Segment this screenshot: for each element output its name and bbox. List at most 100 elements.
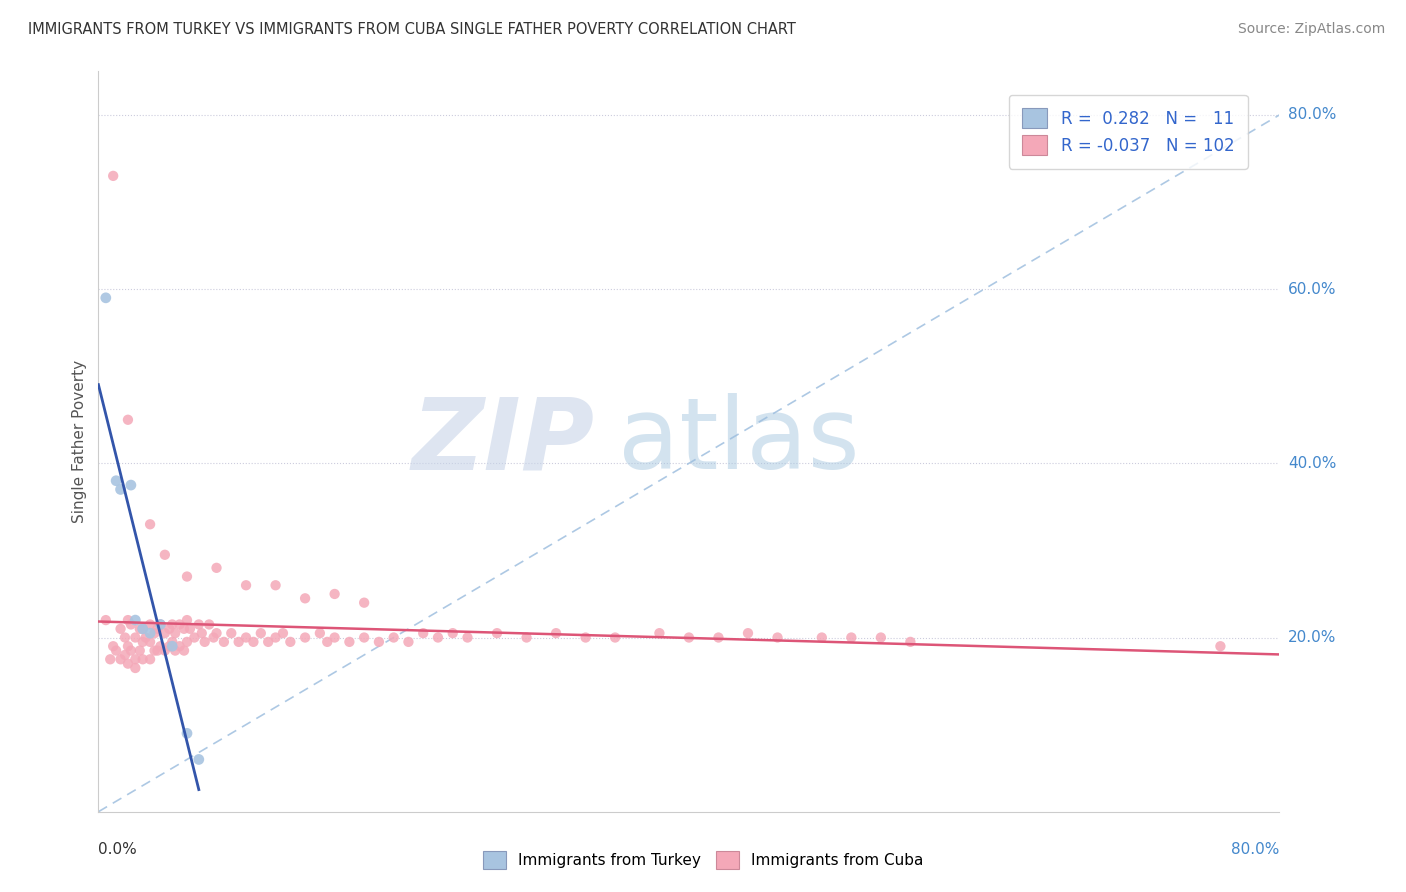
Point [94,613,117,627]
Point [648,626,671,640]
Point [198,617,221,632]
Point [183,631,205,645]
Point [271,626,294,640]
Point [176,726,198,740]
Point [766,631,789,645]
Point [194,635,217,649]
Point [139,652,162,666]
Point [323,631,346,645]
Point [323,587,346,601]
Text: Source: ZipAtlas.com: Source: ZipAtlas.com [1237,22,1385,37]
Point [353,596,375,610]
Point [339,635,361,649]
Legend: Immigrants from Turkey, Immigrants from Cuba: Immigrants from Turkey, Immigrants from … [477,845,929,875]
Point [103,639,125,653]
Point [162,639,183,653]
Point [235,578,257,592]
Point [117,657,139,671]
Point [153,643,176,657]
Point [128,643,150,657]
Point [117,639,139,653]
Point [202,631,225,645]
Point [205,561,228,575]
Point [257,635,280,649]
Point [162,635,183,649]
Point [678,631,700,645]
Point [110,652,132,666]
Point [1209,639,1232,653]
Point [128,622,150,636]
Point [176,635,198,649]
Point [105,474,128,488]
Point [221,626,243,640]
Point [441,626,464,640]
Point [124,652,146,666]
Point [841,631,863,645]
Point [146,643,169,657]
Point [94,291,117,305]
Point [103,169,125,183]
Point [707,631,730,645]
Point [132,622,155,636]
Point [264,578,287,592]
Point [316,635,339,649]
Point [117,413,139,427]
Point [114,631,136,645]
Point [242,635,264,649]
Point [132,652,155,666]
Point [235,631,257,645]
Point [149,639,172,653]
Point [139,517,162,532]
Point [124,613,146,627]
Text: 20.0%: 20.0% [1288,630,1336,645]
Point [117,613,139,627]
Point [157,622,180,636]
Point [187,752,209,766]
Point [110,622,132,636]
Point [191,626,214,640]
Text: 80.0%: 80.0% [1288,107,1336,122]
Point [173,622,195,636]
Text: 60.0%: 60.0% [1288,282,1336,297]
Text: 0.0%: 0.0% [98,842,138,857]
Point [900,635,922,649]
Point [98,652,121,666]
Point [139,635,162,649]
Point [114,648,136,662]
Point [228,635,250,649]
Point [157,639,180,653]
Point [516,631,538,645]
Point [486,626,509,640]
Point [205,626,228,640]
Point [143,626,166,640]
Text: IMMIGRANTS FROM TURKEY VS IMMIGRANTS FROM CUBA SINGLE FATHER POVERTY CORRELATION: IMMIGRANTS FROM TURKEY VS IMMIGRANTS FRO… [28,22,796,37]
Point [309,626,332,640]
Point [179,622,201,636]
Point [169,617,191,632]
Point [124,631,146,645]
Point [264,631,287,645]
Point [132,635,155,649]
Point [280,635,302,649]
Point [153,548,176,562]
Point [135,631,157,645]
Point [120,643,142,657]
Point [176,613,198,627]
Point [120,617,142,632]
Text: atlas: atlas [619,393,859,490]
Point [870,631,893,645]
Point [105,643,128,657]
Point [139,626,162,640]
Text: 80.0%: 80.0% [1232,842,1279,857]
Point [294,591,316,606]
Point [165,626,187,640]
Legend: R =  0.282   N =   11, R = -0.037   N = 102: R = 0.282 N = 11, R = -0.037 N = 102 [1010,95,1247,169]
Text: 40.0%: 40.0% [1288,456,1336,471]
Point [153,626,176,640]
Point [212,635,235,649]
Point [169,639,191,653]
Point [810,631,832,645]
Point [427,631,450,645]
Point [398,635,420,649]
Point [382,631,405,645]
